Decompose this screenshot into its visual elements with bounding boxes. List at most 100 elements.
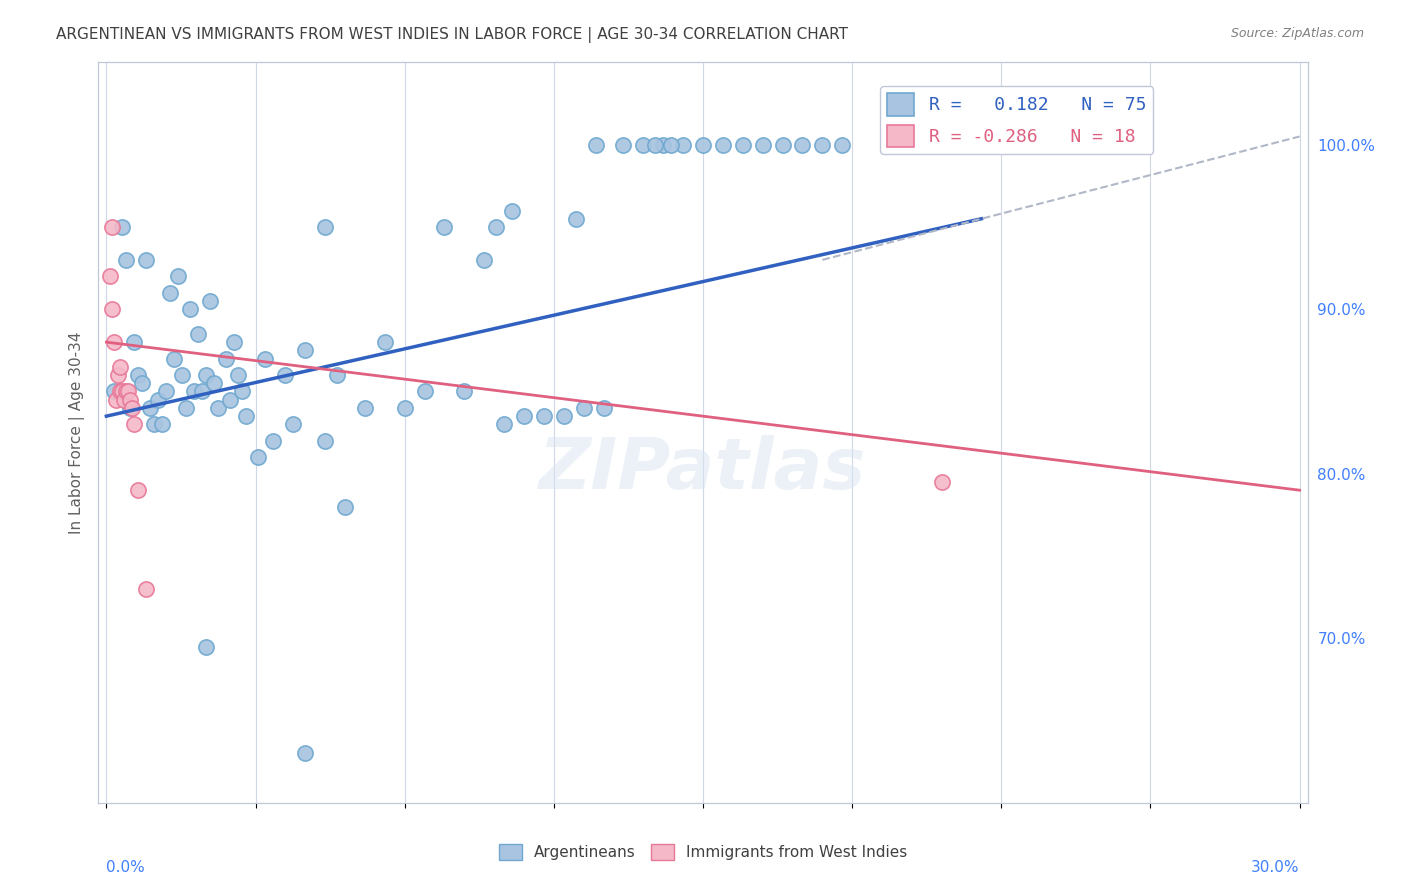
Point: [792, 137, 814, 152]
Point: [254, 351, 277, 366]
Point: [150, 417, 173, 432]
Point: [314, 434, 336, 448]
Legend: Argentineans, Immigrants from West Indies: Argentineans, Immigrants from West Indie…: [492, 838, 914, 866]
Point: [207, 401, 229, 415]
Point: [112, 392, 135, 407]
Point: [122, 417, 145, 432]
Point: [117, 384, 139, 399]
Point: [222, 335, 245, 350]
Text: ZIPatlas: ZIPatlas: [540, 435, 866, 504]
Point: [115, 252, 138, 267]
Point: [139, 401, 162, 415]
Point: [433, 219, 456, 234]
Point: [672, 137, 695, 152]
Point: [333, 500, 356, 514]
Point: [111, 219, 134, 234]
Point: [633, 137, 655, 152]
Point: [143, 417, 166, 432]
Point: [110, 359, 132, 374]
Point: [170, 368, 193, 382]
Point: [262, 434, 284, 448]
Point: [146, 392, 169, 407]
Point: [105, 392, 128, 407]
Point: [513, 409, 536, 424]
Point: [121, 401, 143, 415]
Point: [472, 252, 495, 267]
Point: [103, 335, 125, 350]
Point: [226, 368, 249, 382]
Point: [155, 384, 177, 399]
Point: [294, 747, 316, 761]
Point: [283, 417, 305, 432]
Point: [231, 384, 253, 399]
Point: [453, 384, 475, 399]
Point: [659, 137, 682, 152]
Point: [294, 343, 316, 358]
Text: 0.0%: 0.0%: [107, 861, 145, 875]
Point: [585, 137, 607, 152]
Text: Source: ZipAtlas.com: Source: ZipAtlas.com: [1230, 27, 1364, 40]
Point: [501, 203, 523, 218]
Y-axis label: In Labor Force | Age 30-34: In Labor Force | Age 30-34: [69, 331, 84, 534]
Point: [533, 409, 555, 424]
Point: [831, 137, 853, 152]
Point: [772, 137, 794, 152]
Point: [235, 409, 257, 424]
Point: [131, 376, 153, 391]
Point: [751, 137, 773, 152]
Point: [494, 417, 516, 432]
Point: [394, 401, 416, 415]
Point: [731, 137, 754, 152]
Point: [135, 582, 157, 596]
Point: [110, 384, 132, 399]
Point: [120, 401, 142, 415]
Point: [612, 137, 634, 152]
Point: [183, 384, 205, 399]
Point: [374, 335, 396, 350]
Point: [101, 219, 124, 234]
Point: [179, 302, 201, 317]
Point: [127, 368, 149, 382]
Legend: R =   0.182   N = 75, R = -0.286   N = 18: R = 0.182 N = 75, R = -0.286 N = 18: [880, 87, 1153, 153]
Point: [931, 475, 953, 489]
Point: [413, 384, 436, 399]
Point: [103, 384, 125, 399]
Point: [553, 409, 575, 424]
Point: [274, 368, 297, 382]
Point: [246, 450, 269, 465]
Point: [564, 211, 586, 226]
Point: [572, 401, 595, 415]
Point: [314, 219, 336, 234]
Point: [354, 401, 377, 415]
Point: [174, 401, 197, 415]
Point: [326, 368, 349, 382]
Point: [135, 252, 157, 267]
Point: [159, 285, 181, 300]
Point: [98, 269, 121, 284]
Point: [111, 384, 134, 399]
Point: [191, 384, 214, 399]
Point: [644, 137, 666, 152]
Text: 30.0%: 30.0%: [1251, 861, 1299, 875]
Point: [120, 392, 142, 407]
Point: [187, 326, 209, 341]
Point: [198, 293, 221, 308]
Point: [711, 137, 734, 152]
Point: [122, 335, 145, 350]
Point: [127, 483, 149, 498]
Point: [215, 351, 238, 366]
Point: [485, 219, 508, 234]
Point: [163, 351, 186, 366]
Point: [107, 368, 129, 382]
Point: [167, 269, 190, 284]
Text: ARGENTINEAN VS IMMIGRANTS FROM WEST INDIES IN LABOR FORCE | AGE 30-34 CORRELATIO: ARGENTINEAN VS IMMIGRANTS FROM WEST INDI…: [56, 27, 848, 43]
Point: [811, 137, 834, 152]
Point: [101, 302, 124, 317]
Point: [115, 384, 138, 399]
Point: [592, 401, 614, 415]
Point: [218, 392, 240, 407]
Point: [202, 376, 225, 391]
Point: [652, 137, 675, 152]
Point: [194, 640, 217, 654]
Point: [692, 137, 714, 152]
